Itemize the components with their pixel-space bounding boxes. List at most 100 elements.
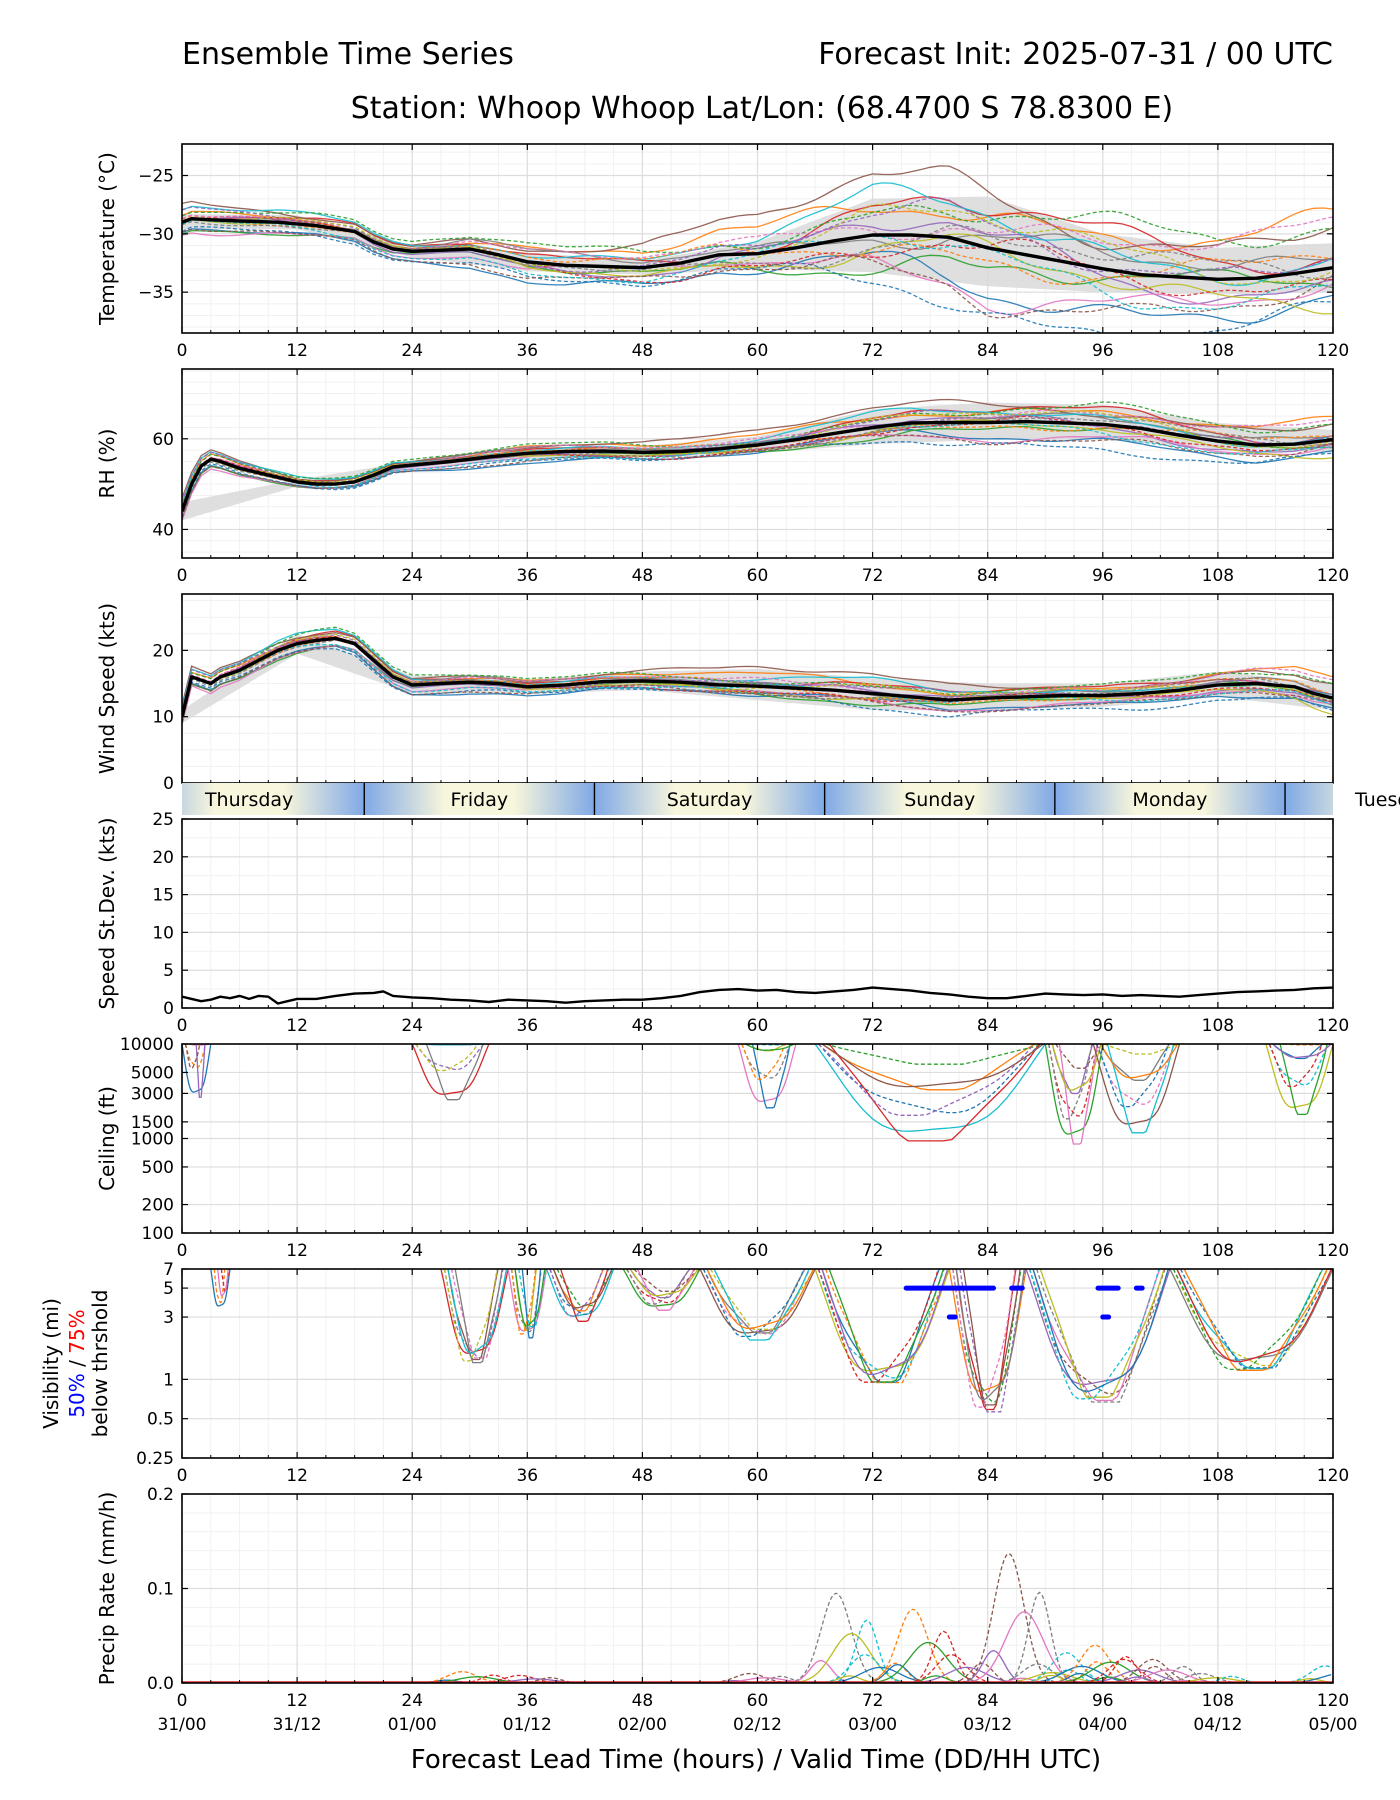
member-line [182,434,1333,519]
day-label: Saturday [667,789,753,811]
member-line [184,1044,201,1069]
member-line [425,1674,560,1683]
y-tick-label: 5000 [131,1063,174,1083]
member-line [1265,1044,1333,1108]
member-line [182,204,1333,254]
x-tick-label: 12 [286,1466,308,1486]
member-line [1051,1044,1102,1091]
pct-separator: / [65,1354,89,1373]
member-line [1029,1661,1165,1683]
x-tick-label: 84 [977,1016,999,1036]
valid-time-label: 05/00 [1309,1715,1358,1735]
x-tick-label: 72 [862,1466,884,1486]
x-tick-label: 48 [632,1016,654,1036]
member-line [1051,1044,1094,1095]
member-line [182,639,1333,719]
member-line [702,1269,805,1338]
x-tick-label: 108 [1202,1016,1234,1036]
y-tick-label: 10 [152,923,174,943]
member-line [1169,1269,1333,1361]
day-segment [1054,783,1286,815]
y-tick-label: 0.0 [147,1674,174,1694]
member-line [821,1269,949,1376]
day-segment [182,783,365,815]
x-tick-label: 12 [286,341,308,361]
member-line [1116,1665,1251,1683]
member-line [1279,1044,1328,1116]
member-line [751,1044,791,1109]
day-label: Monday [1132,789,1207,811]
y-tick-label: 200 [142,1196,174,1216]
x-tick-label: 12 [286,1016,308,1036]
valid-time-label: 31/12 [273,1715,322,1735]
member-line [955,1269,1025,1401]
member-line [182,228,1333,324]
member-line [955,1677,1090,1683]
x-tick-label: 60 [747,566,769,586]
member-line [443,1269,498,1362]
x-tick-label: 24 [401,1241,423,1261]
spread-band [182,402,1333,521]
panel-temperature: −35 −30 −25 0 12 24 36 48 60 72 84 96 108 120 Temperat… [95,143,1349,361]
x-tick-label: 120 [1317,566,1349,586]
y-tick-label: −35 [138,283,174,303]
member-line [182,226,1333,333]
x-tick-label: 60 [747,1691,769,1711]
x-tick-label: 108 [1202,1241,1234,1261]
member-line [450,1269,508,1359]
valid-time-label: 01/00 [388,1715,437,1735]
member-line [737,1044,797,1103]
panels: −35−30−250 12 24 36 48 60 72 84 96 108 120Temperat… [39,143,1400,1735]
x-tick-label: 36 [516,1016,538,1036]
valid-time-label: 31/00 [158,1715,207,1735]
member-line [182,441,1333,519]
y-tick-label: 5 [163,961,174,981]
station-line: Station: Whoop Whoop Lat/Lon: (68.4700 S… [351,91,1174,126]
y-tick-label: 15 [152,886,174,906]
member-line [1058,1655,1193,1683]
member-line [217,1269,229,1297]
member-line [1103,1044,1179,1055]
x-tick-label: 12 [286,1241,308,1261]
threshold-legend: 50% / 75% [65,1309,89,1417]
member-line [1164,1675,1299,1683]
member-line [182,626,1333,714]
member-line [1058,1044,1098,1145]
member-line [1041,1676,1176,1683]
y-axis-label: Ceiling (ft) [95,1086,119,1191]
member-line [1183,1269,1328,1371]
member-line [182,203,1333,285]
series-group [182,398,1333,521]
y-tick-label: 0.2 [147,1485,174,1505]
member-line [510,1269,537,1335]
x-tick-label: 12 [286,1691,308,1711]
member-line [629,1269,699,1297]
member-line [799,1619,934,1683]
ensemble-mean-line [182,419,1333,512]
y-tick-label: 1500 [131,1113,174,1133]
y-tick-label: 0 [163,774,174,794]
member-line [182,644,1333,723]
day-segment [594,783,825,815]
x-tick-label: 96 [1092,1241,1114,1261]
y-axis-label: Precip Rate (mm/h) [95,1492,119,1686]
member-line [1039,1269,1165,1398]
panel-speed_stdev: 0 5 10 15 20 25 0 12 24 36 48 60 72 84 96 108 120 Speed S… [95,810,1349,1036]
y-tick-label: 3 [163,1308,174,1328]
y-axis-label: RH (%) [95,429,119,499]
y-axis-label: Temperature (°C) [95,152,119,326]
day-band: Thursday Friday Saturday Sunday Monday Tuesda… [182,783,1400,815]
member-line [1028,1269,1160,1400]
member-line [182,1044,212,1093]
member-line [182,407,1333,504]
member-line [1095,1044,1170,1108]
member-line [514,1269,546,1327]
member-line [1092,1044,1181,1125]
member-line [830,1663,965,1683]
member-line [825,1269,950,1384]
day-label: Friday [451,789,509,811]
valid-time-label: 04/12 [1193,1715,1242,1735]
x-tick-label: 72 [862,566,884,586]
